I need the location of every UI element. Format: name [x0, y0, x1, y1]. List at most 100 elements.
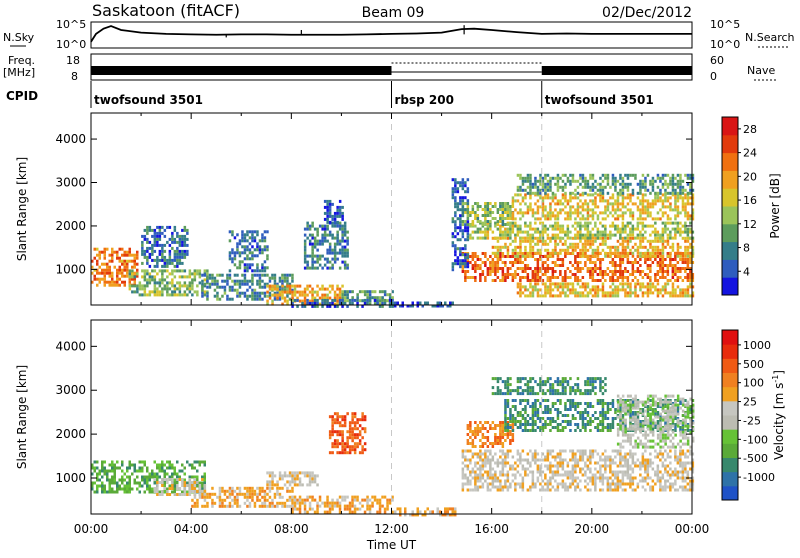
power-cell — [644, 273, 647, 276]
velocity-cell — [254, 490, 257, 493]
velocity-cell — [537, 459, 540, 462]
velocity-cell — [514, 483, 517, 486]
power-cell — [184, 281, 187, 284]
power-cell — [144, 250, 147, 253]
power-cell — [244, 263, 247, 266]
power-cell — [549, 180, 552, 183]
power-cell — [504, 261, 507, 264]
velocity-cell — [326, 499, 329, 502]
power-cell — [116, 269, 119, 272]
velocity-cell — [552, 456, 555, 459]
velocity-cell — [527, 453, 530, 456]
power-cell — [602, 237, 605, 240]
power-cell — [672, 228, 675, 231]
velocity-cell — [156, 490, 159, 493]
power-cell — [542, 186, 545, 189]
power-cell — [454, 181, 457, 184]
velocity-cell — [567, 477, 570, 480]
power-cell — [156, 259, 159, 262]
velocity-cell — [204, 476, 207, 479]
power-cell — [324, 206, 327, 209]
power-cell — [311, 222, 314, 225]
power-cell — [587, 186, 590, 189]
velocity-cell — [249, 502, 252, 505]
power-cell — [682, 261, 685, 264]
power-cell — [672, 270, 675, 273]
power-cell — [614, 288, 617, 291]
velocity-cell — [264, 499, 267, 502]
power-cell — [349, 290, 352, 293]
velocity-cell — [519, 456, 522, 459]
velocity-cell — [341, 445, 344, 448]
power-cell — [299, 300, 302, 303]
power-cell — [231, 280, 234, 283]
power-cell — [289, 291, 292, 294]
power-cell — [684, 189, 687, 192]
power-cell — [559, 294, 562, 297]
power-cell — [339, 209, 342, 212]
velocity-cell — [204, 505, 207, 508]
power-cell — [687, 196, 690, 199]
power-cell — [639, 273, 642, 276]
power-cell — [512, 217, 515, 220]
power-cell — [226, 280, 229, 283]
power-cell — [169, 259, 172, 262]
power-cell — [241, 283, 244, 286]
power-cell — [206, 298, 209, 301]
velocity-cell — [239, 493, 242, 496]
power-cell — [554, 217, 557, 220]
power-cell — [136, 287, 139, 290]
power-cell — [672, 267, 675, 270]
power-cell — [492, 211, 495, 214]
power-cell — [562, 276, 565, 279]
power-cell — [457, 181, 460, 184]
power-cell — [169, 272, 172, 275]
power-cell — [534, 231, 537, 234]
power-cell — [549, 211, 552, 214]
power-cell — [379, 296, 382, 299]
power-cell — [584, 282, 587, 285]
power-cell — [657, 249, 660, 252]
power-cell — [599, 261, 602, 264]
power-cell — [517, 285, 520, 288]
power-cell — [261, 298, 264, 301]
power-cell — [457, 256, 460, 259]
power-cell — [324, 228, 327, 231]
power-cell — [562, 258, 565, 261]
velocity-cell — [484, 465, 487, 468]
velocity-cell — [572, 474, 575, 477]
power-cell — [467, 226, 470, 229]
power-cell — [179, 256, 182, 259]
power-cell — [159, 278, 162, 281]
power-cell — [587, 258, 590, 261]
velocity-cell — [301, 499, 304, 502]
velocity-cell — [176, 484, 179, 487]
power-cell — [191, 287, 194, 290]
power-cell — [502, 279, 505, 282]
power-cell — [477, 205, 480, 208]
power-cell — [251, 230, 254, 233]
power-cell — [346, 296, 349, 299]
power-cell — [146, 262, 149, 265]
power-cell — [547, 183, 550, 186]
power-cell — [569, 199, 572, 202]
power-cell — [577, 231, 580, 234]
power-cell — [341, 240, 344, 243]
velocity-cell — [346, 508, 349, 511]
power-cell — [567, 234, 570, 237]
power-cell — [464, 190, 467, 193]
power-cell — [509, 273, 512, 276]
power-cell — [584, 183, 587, 186]
power-cell — [244, 239, 247, 242]
power-cell — [131, 275, 134, 278]
power-cell — [111, 281, 114, 284]
power-cell — [677, 183, 680, 186]
velocity-cell — [111, 470, 114, 473]
velocity-cell — [359, 508, 362, 511]
power-cell — [104, 269, 107, 272]
power-cell — [497, 264, 500, 267]
power-cell — [689, 252, 692, 255]
velocity-cell — [527, 474, 530, 477]
power-cell — [499, 249, 502, 252]
power-cell — [106, 248, 109, 251]
